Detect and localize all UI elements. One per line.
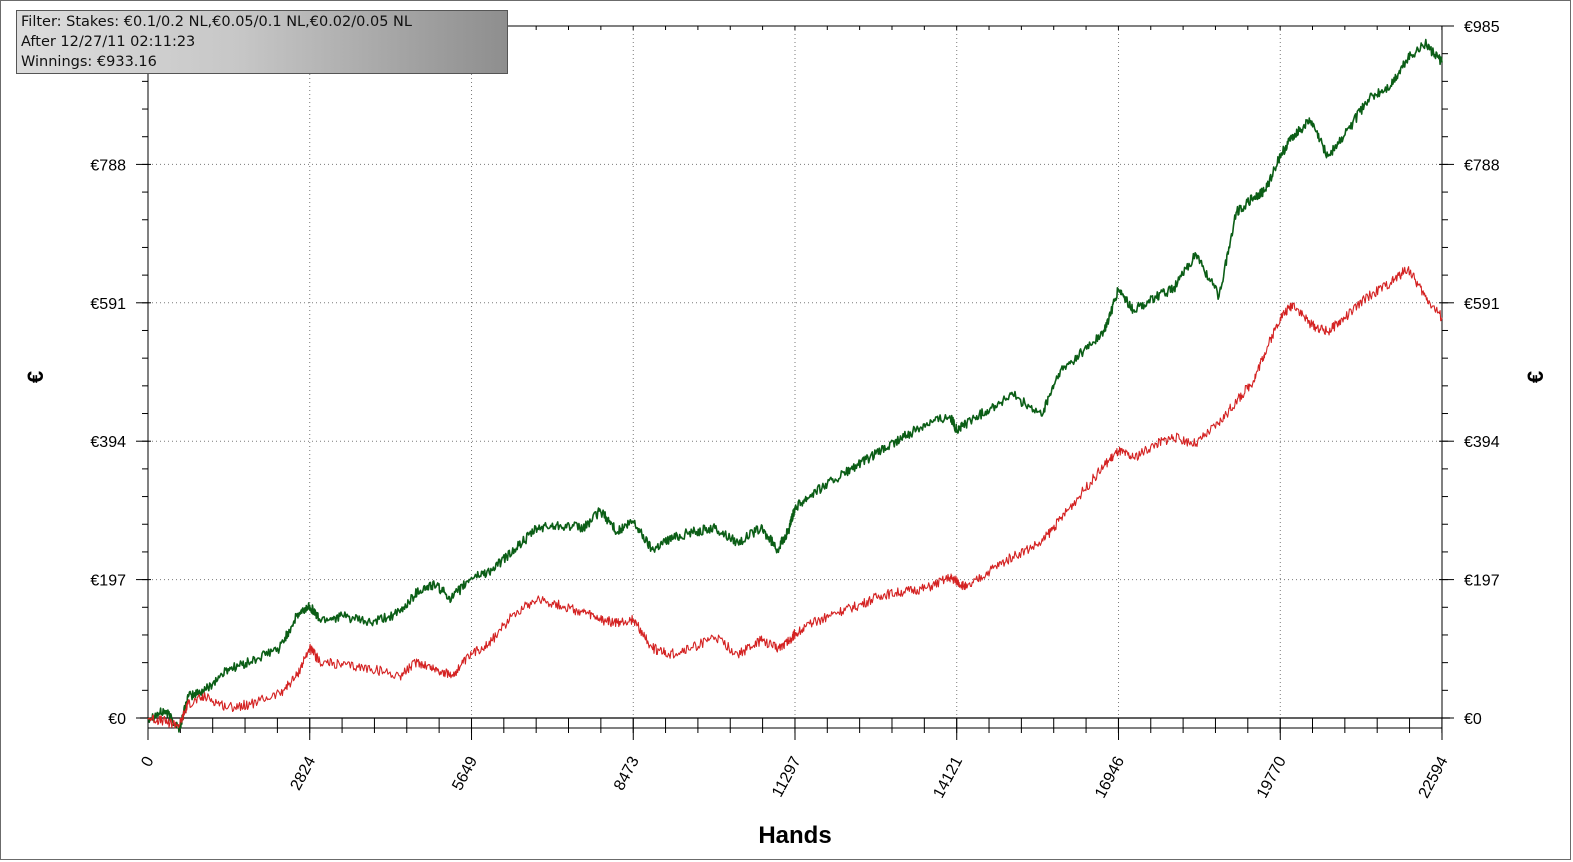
filter-text: Filter: Stakes: €0.1/0.2 NL,€0.05/0.1 NL… xyxy=(21,14,412,30)
y-tick-label-left: €0 xyxy=(108,711,126,728)
y-tick-label-left: €591 xyxy=(90,296,126,313)
x-tick-label: 8473 xyxy=(611,754,643,793)
grid-lines xyxy=(148,25,1442,718)
x-tick-label: 11297 xyxy=(769,754,804,800)
x-tick-label: 0 xyxy=(138,754,157,770)
winnings-text: Winnings: €933.16 xyxy=(21,54,157,70)
y-tick-label-left: €197 xyxy=(90,573,126,590)
x-axis-title: Hands xyxy=(758,822,832,849)
x-tick-label: 22594 xyxy=(1416,754,1452,801)
x-tick-label: 14121 xyxy=(930,754,966,801)
filter-info-box: Filter: Stakes: €0.1/0.2 NL,€0.05/0.1 NL… xyxy=(16,10,508,74)
series-lines xyxy=(147,38,1443,733)
y-tick-label-left: €394 xyxy=(90,434,126,451)
y-tick-label-left: €788 xyxy=(90,157,126,174)
x-tick-label: 16946 xyxy=(1092,754,1128,801)
date-filter-text: After 12/27/11 02:11:23 xyxy=(21,34,196,50)
y-tick-label-right: €0 xyxy=(1464,711,1482,728)
y-axis-title-left: € xyxy=(23,370,49,384)
series-line-1 xyxy=(147,38,1443,733)
x-tick-label: 2824 xyxy=(288,754,320,793)
y-tick-label-right: €197 xyxy=(1464,573,1500,590)
y-tick-label-right: €394 xyxy=(1464,434,1500,451)
series-line-2 xyxy=(147,266,1443,729)
y-tick-label-right: €591 xyxy=(1464,296,1500,313)
y-tick-label-right: €985 xyxy=(1464,19,1500,36)
x-tick-label: 19770 xyxy=(1254,754,1290,801)
axes xyxy=(136,25,1454,740)
x-tick-label: 5649 xyxy=(449,754,481,793)
y-tick-label-right: €788 xyxy=(1464,157,1500,174)
y-axis-title-right: € xyxy=(1523,370,1549,384)
